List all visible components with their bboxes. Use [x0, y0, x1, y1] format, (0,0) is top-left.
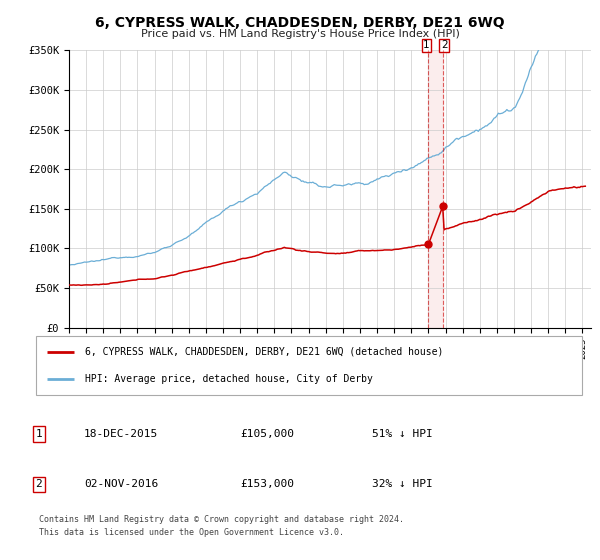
Text: £153,000: £153,000 — [240, 479, 294, 489]
Text: Price paid vs. HM Land Registry's House Price Index (HPI): Price paid vs. HM Land Registry's House … — [140, 29, 460, 39]
Text: 51% ↓ HPI: 51% ↓ HPI — [372, 429, 433, 439]
Text: HPI: Average price, detached house, City of Derby: HPI: Average price, detached house, City… — [85, 374, 373, 384]
Text: 2: 2 — [441, 40, 448, 50]
Text: £105,000: £105,000 — [240, 429, 294, 439]
Text: 6, CYPRESS WALK, CHADDESDEN, DERBY, DE21 6WQ (detached house): 6, CYPRESS WALK, CHADDESDEN, DERBY, DE21… — [85, 347, 443, 357]
Text: 2: 2 — [35, 479, 43, 489]
Text: 18-DEC-2015: 18-DEC-2015 — [84, 429, 158, 439]
Text: This data is licensed under the Open Government Licence v3.0.: This data is licensed under the Open Gov… — [39, 528, 344, 537]
Text: Contains HM Land Registry data © Crown copyright and database right 2024.: Contains HM Land Registry data © Crown c… — [39, 515, 404, 524]
Text: 6, CYPRESS WALK, CHADDESDEN, DERBY, DE21 6WQ: 6, CYPRESS WALK, CHADDESDEN, DERBY, DE21… — [95, 16, 505, 30]
Bar — [428, 50, 443, 328]
FancyBboxPatch shape — [36, 336, 582, 395]
Text: 32% ↓ HPI: 32% ↓ HPI — [372, 479, 433, 489]
Text: 1: 1 — [423, 40, 430, 50]
Text: 02-NOV-2016: 02-NOV-2016 — [84, 479, 158, 489]
Text: 1: 1 — [35, 429, 43, 439]
